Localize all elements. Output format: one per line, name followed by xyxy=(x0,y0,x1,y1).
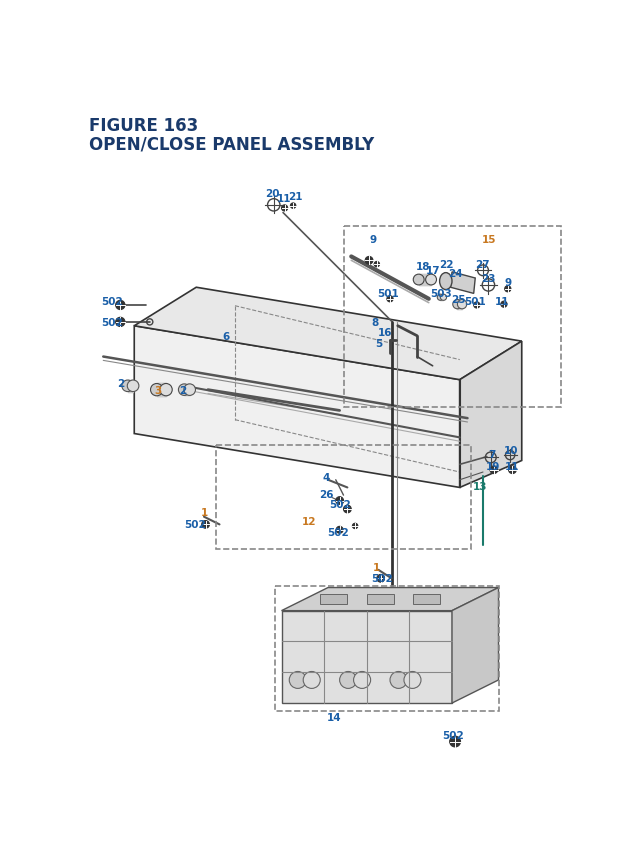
Text: 501: 501 xyxy=(465,297,486,307)
Text: 6: 6 xyxy=(222,331,229,341)
Ellipse shape xyxy=(160,384,172,396)
Ellipse shape xyxy=(150,384,163,396)
Text: 26: 26 xyxy=(319,489,333,499)
Circle shape xyxy=(336,497,344,505)
Text: 22: 22 xyxy=(439,260,454,269)
Bar xyxy=(320,595,348,604)
Bar xyxy=(344,226,561,407)
Polygon shape xyxy=(451,273,476,294)
Circle shape xyxy=(509,467,516,474)
Text: 502: 502 xyxy=(327,528,349,537)
Ellipse shape xyxy=(440,294,447,301)
Text: 3: 3 xyxy=(154,385,161,395)
Text: 1: 1 xyxy=(372,562,380,572)
Text: 9: 9 xyxy=(504,277,511,288)
Text: 8: 8 xyxy=(371,318,378,327)
Text: 25: 25 xyxy=(451,294,465,305)
Ellipse shape xyxy=(127,381,139,392)
Circle shape xyxy=(116,301,125,310)
Ellipse shape xyxy=(458,300,467,309)
Text: 24: 24 xyxy=(449,269,463,279)
Circle shape xyxy=(474,302,480,309)
Text: 15: 15 xyxy=(482,235,497,245)
Text: 502: 502 xyxy=(102,318,124,327)
Text: 502: 502 xyxy=(329,499,351,510)
Circle shape xyxy=(387,296,393,302)
Ellipse shape xyxy=(179,384,190,396)
Circle shape xyxy=(365,257,373,265)
Text: 23: 23 xyxy=(481,274,495,283)
Polygon shape xyxy=(134,288,522,381)
Ellipse shape xyxy=(353,672,371,689)
Text: 5: 5 xyxy=(375,338,382,349)
Circle shape xyxy=(374,262,380,268)
Bar xyxy=(275,586,499,711)
Text: 502: 502 xyxy=(371,573,393,584)
Ellipse shape xyxy=(122,381,134,392)
Text: 19: 19 xyxy=(486,461,500,471)
Text: 2: 2 xyxy=(179,385,187,395)
Polygon shape xyxy=(460,342,522,488)
Circle shape xyxy=(336,527,343,534)
Polygon shape xyxy=(282,588,499,611)
Text: 17: 17 xyxy=(426,266,441,276)
Polygon shape xyxy=(282,611,452,703)
Circle shape xyxy=(344,505,351,513)
Text: 13: 13 xyxy=(473,481,487,492)
Ellipse shape xyxy=(404,672,421,689)
Text: 503: 503 xyxy=(430,289,452,299)
Text: 502: 502 xyxy=(102,297,124,307)
Bar xyxy=(216,446,472,549)
Circle shape xyxy=(291,204,296,209)
Circle shape xyxy=(501,301,507,308)
Ellipse shape xyxy=(437,294,444,301)
Text: 14: 14 xyxy=(327,712,342,722)
Ellipse shape xyxy=(184,384,195,396)
Text: 9: 9 xyxy=(369,235,376,245)
Ellipse shape xyxy=(289,672,307,689)
Polygon shape xyxy=(452,588,499,703)
Text: 18: 18 xyxy=(416,262,431,272)
Text: 21: 21 xyxy=(288,191,303,201)
Polygon shape xyxy=(134,326,460,488)
Circle shape xyxy=(282,206,288,212)
Ellipse shape xyxy=(426,275,436,286)
Text: 11: 11 xyxy=(495,297,509,307)
Text: 27: 27 xyxy=(475,260,490,269)
Text: FIGURE 163: FIGURE 163 xyxy=(90,117,198,135)
Circle shape xyxy=(505,287,511,293)
Text: 4: 4 xyxy=(323,473,330,483)
Circle shape xyxy=(202,521,209,529)
Circle shape xyxy=(377,575,385,583)
Text: 20: 20 xyxy=(265,189,280,199)
Text: OPEN/CLOSE PANEL ASSEMBLY: OPEN/CLOSE PANEL ASSEMBLY xyxy=(90,136,374,153)
Bar xyxy=(367,595,394,604)
Circle shape xyxy=(353,523,358,529)
Ellipse shape xyxy=(303,672,320,689)
Ellipse shape xyxy=(390,672,407,689)
Circle shape xyxy=(116,318,125,327)
Ellipse shape xyxy=(340,672,356,689)
Text: 11: 11 xyxy=(504,461,519,471)
Text: 16: 16 xyxy=(378,327,392,338)
Ellipse shape xyxy=(440,273,452,290)
Text: 502: 502 xyxy=(443,730,465,740)
Bar xyxy=(413,595,440,604)
Circle shape xyxy=(490,467,498,474)
Text: 11: 11 xyxy=(276,194,291,204)
Text: 2: 2 xyxy=(116,379,124,389)
Text: 10: 10 xyxy=(504,445,518,455)
Circle shape xyxy=(450,736,461,747)
Text: 502: 502 xyxy=(184,520,205,530)
Text: 501: 501 xyxy=(378,289,399,299)
Text: 7: 7 xyxy=(488,449,496,459)
Ellipse shape xyxy=(413,275,424,286)
Ellipse shape xyxy=(452,300,462,309)
Text: 12: 12 xyxy=(301,516,316,526)
Text: 1: 1 xyxy=(200,507,207,517)
